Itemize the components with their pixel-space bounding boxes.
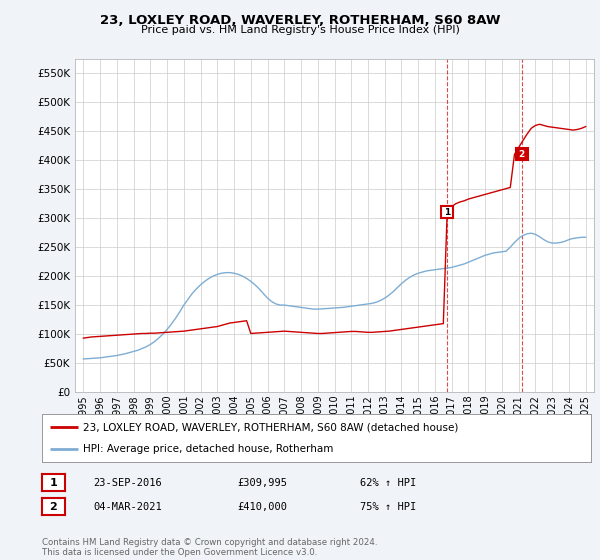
Text: Contains HM Land Registry data © Crown copyright and database right 2024.
This d: Contains HM Land Registry data © Crown c… <box>42 538 377 557</box>
Text: 1: 1 <box>50 478 57 488</box>
Text: 23, LOXLEY ROAD, WAVERLEY, ROTHERHAM, S60 8AW: 23, LOXLEY ROAD, WAVERLEY, ROTHERHAM, S6… <box>100 14 500 27</box>
Text: £309,995: £309,995 <box>237 478 287 488</box>
Text: 1: 1 <box>444 208 450 217</box>
Text: 62% ↑ HPI: 62% ↑ HPI <box>360 478 416 488</box>
Text: 04-MAR-2021: 04-MAR-2021 <box>93 502 162 512</box>
Text: 23-SEP-2016: 23-SEP-2016 <box>93 478 162 488</box>
Text: £410,000: £410,000 <box>237 502 287 512</box>
Text: 2: 2 <box>50 502 57 512</box>
Text: 75% ↑ HPI: 75% ↑ HPI <box>360 502 416 512</box>
Text: Price paid vs. HM Land Registry's House Price Index (HPI): Price paid vs. HM Land Registry's House … <box>140 25 460 35</box>
Text: 2: 2 <box>518 150 524 159</box>
Text: HPI: Average price, detached house, Rotherham: HPI: Average price, detached house, Roth… <box>83 444 334 454</box>
Text: 23, LOXLEY ROAD, WAVERLEY, ROTHERHAM, S60 8AW (detached house): 23, LOXLEY ROAD, WAVERLEY, ROTHERHAM, S6… <box>83 422 458 432</box>
